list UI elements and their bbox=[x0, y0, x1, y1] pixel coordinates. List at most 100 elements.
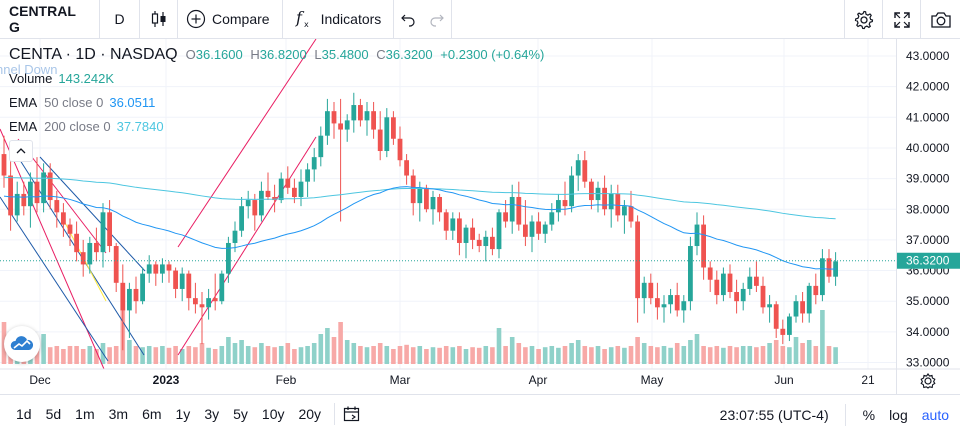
candle-body[interactable] bbox=[457, 218, 462, 243]
range-20y-button[interactable]: 20y bbox=[298, 406, 322, 422]
candle-body[interactable] bbox=[113, 246, 119, 283]
candle-body[interactable] bbox=[259, 190, 264, 216]
candle-body[interactable] bbox=[490, 236, 495, 250]
candle-body[interactable] bbox=[8, 175, 13, 216]
candle-body[interactable] bbox=[569, 175, 574, 207]
candle-body[interactable] bbox=[193, 298, 198, 305]
candle-body[interactable] bbox=[806, 285, 812, 314]
candle-body[interactable] bbox=[622, 206, 627, 216]
candle-body[interactable] bbox=[146, 264, 152, 274]
candle-body[interactable] bbox=[404, 160, 409, 176]
candle-body[interactable] bbox=[450, 218, 456, 231]
candle-body[interactable] bbox=[265, 190, 271, 197]
legend-collapse-button[interactable] bbox=[9, 140, 33, 162]
candle-body[interactable] bbox=[292, 187, 297, 197]
redo-button[interactable] bbox=[422, 0, 453, 38]
candle-body[interactable] bbox=[278, 178, 284, 201]
candle-body[interactable] bbox=[628, 206, 634, 222]
candle-body[interactable] bbox=[655, 298, 660, 308]
candle-body[interactable] bbox=[417, 187, 423, 204]
candle-body[interactable] bbox=[754, 276, 759, 286]
candle-body[interactable] bbox=[542, 224, 548, 234]
range-5y-button[interactable]: 5y bbox=[233, 406, 248, 422]
candle-body[interactable] bbox=[358, 105, 363, 121]
candle-body[interactable] bbox=[160, 264, 165, 274]
candle-body[interactable] bbox=[589, 181, 594, 201]
candle-body[interactable] bbox=[285, 178, 291, 188]
scale-settings-icon[interactable] bbox=[920, 373, 936, 389]
candle-body[interactable] bbox=[325, 111, 330, 136]
candle-body[interactable] bbox=[430, 196, 436, 210]
candle-body[interactable] bbox=[476, 239, 482, 247]
candle-body[interactable] bbox=[509, 196, 515, 222]
candle-body[interactable] bbox=[410, 175, 416, 204]
candle-body[interactable] bbox=[344, 120, 350, 130]
candle-body[interactable] bbox=[734, 292, 739, 302]
candle-body[interactable] bbox=[443, 212, 449, 231]
settings-button[interactable] bbox=[844, 0, 882, 39]
range-3y-button[interactable]: 3y bbox=[204, 406, 220, 422]
candle-body[interactable] bbox=[28, 181, 33, 207]
log-scale-toggle[interactable]: log bbox=[889, 406, 908, 423]
candle-body[interactable] bbox=[496, 212, 502, 250]
candle-body[interactable] bbox=[232, 230, 238, 243]
candle-body[interactable] bbox=[351, 105, 357, 121]
candle-body[interactable] bbox=[767, 304, 772, 308]
candle-body[interactable] bbox=[668, 295, 673, 305]
candle-body[interactable] bbox=[206, 298, 211, 308]
indicators-button[interactable]: f x Indicators bbox=[283, 0, 395, 38]
candle-body[interactable] bbox=[470, 227, 475, 240]
range-3m-button[interactable]: 3m bbox=[108, 406, 129, 422]
volume-legend[interactable]: Volume 143.242K bbox=[9, 71, 114, 86]
candle-body[interactable] bbox=[516, 196, 522, 225]
candle-body[interactable] bbox=[615, 193, 621, 216]
candle-body[interactable] bbox=[384, 117, 390, 152]
candle-body[interactable] bbox=[47, 172, 53, 201]
range-1d-button[interactable]: 1d bbox=[16, 406, 32, 422]
candle-body[interactable] bbox=[635, 221, 640, 299]
candle-body[interactable] bbox=[787, 316, 792, 335]
candle-body[interactable] bbox=[272, 196, 277, 201]
candle-body[interactable] bbox=[701, 224, 706, 268]
candle-body[interactable] bbox=[186, 273, 192, 299]
range-6m-button[interactable]: 6m bbox=[142, 406, 162, 422]
candle-body[interactable] bbox=[239, 206, 244, 231]
candle-body[interactable] bbox=[688, 246, 693, 302]
candle-body[interactable] bbox=[1, 154, 7, 176]
candle-body[interactable] bbox=[61, 212, 66, 225]
range-1y-button[interactable]: 1y bbox=[175, 406, 191, 422]
candle-body[interactable] bbox=[80, 252, 86, 265]
candle-body[interactable] bbox=[602, 187, 607, 210]
percent-scale-toggle[interactable]: % bbox=[862, 406, 876, 423]
candle-body[interactable] bbox=[252, 200, 258, 216]
candle-body[interactable] bbox=[820, 258, 825, 296]
interval-button[interactable]: D bbox=[100, 0, 140, 38]
candle-body[interactable] bbox=[54, 200, 60, 213]
undo-button[interactable] bbox=[394, 0, 422, 38]
candle-body[interactable] bbox=[826, 258, 832, 277]
candle-body[interactable] bbox=[760, 285, 766, 308]
range-5d-button[interactable]: 5d bbox=[45, 406, 62, 422]
candle-body[interactable] bbox=[318, 135, 324, 158]
candle-body[interactable] bbox=[800, 301, 805, 314]
candle-body[interactable] bbox=[437, 196, 442, 213]
candle-body[interactable] bbox=[483, 236, 489, 247]
timezone-clock[interactable]: 23:07:55 (UTC-4) bbox=[704, 403, 846, 426]
candle-body[interactable] bbox=[377, 129, 383, 152]
chart-type-button[interactable] bbox=[140, 0, 178, 38]
candle-body[interactable] bbox=[397, 138, 403, 161]
candle-body[interactable] bbox=[298, 181, 304, 197]
candle-body[interactable] bbox=[199, 304, 205, 308]
fullscreen-button[interactable] bbox=[882, 0, 920, 39]
candle-body[interactable] bbox=[331, 111, 337, 124]
symbol-search-button[interactable]: CENTRAL G bbox=[0, 0, 100, 38]
candle-body[interactable] bbox=[391, 117, 396, 139]
candle-body[interactable] bbox=[536, 221, 541, 234]
candle-body[interactable] bbox=[212, 298, 218, 302]
candle-body[interactable] bbox=[813, 285, 819, 296]
candle-body[interactable] bbox=[648, 282, 654, 299]
candle-body[interactable] bbox=[21, 193, 27, 207]
candle-body[interactable] bbox=[608, 193, 614, 210]
candle-body[interactable] bbox=[364, 111, 370, 121]
candle-body[interactable] bbox=[140, 273, 145, 302]
